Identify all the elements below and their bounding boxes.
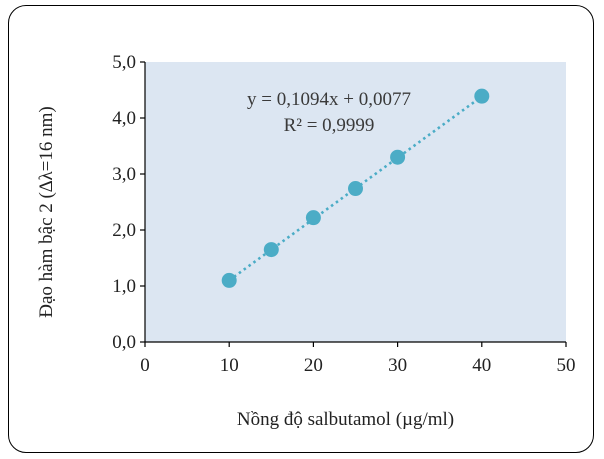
x-tick-label: 30 [388,355,407,376]
ticks: 0,0 1,0 2,0 3,0 4,0 5,0 0 10 20 30 40 50 [112,52,575,376]
plot-area [145,62,566,342]
x-tick-label: 0 [140,355,150,376]
y-tick-label: 3,0 [112,164,136,185]
x-tick-label: 40 [472,355,491,376]
data-point [221,272,237,288]
data-point [348,181,363,197]
data-point [263,242,279,258]
y-tick-label: 2,0 [112,220,136,241]
x-tick-label: 50 [557,355,576,376]
x-tick-label: 20 [304,355,323,376]
r-squared-label: R² = 0,9999 [284,115,375,136]
data-point [305,210,321,226]
data-point [390,149,406,165]
y-axis-title: Đạo hàm bậc 2 (∆λ=16 nm) [36,106,57,317]
trendline-equation: y = 0,1094x + 0,0077 [247,89,411,110]
x-tick-label: 10 [220,355,239,376]
data-points [221,88,490,288]
y-tick-label: 5,0 [112,52,136,73]
y-tick-label: 0,0 [112,332,136,353]
x-axis-title: Nồng độ salbutamol (µg/ml) [237,409,454,430]
axes [144,62,566,343]
y-tick-label: 1,0 [112,276,136,297]
y-tick-label: 4,0 [112,108,136,129]
data-point [474,88,490,104]
